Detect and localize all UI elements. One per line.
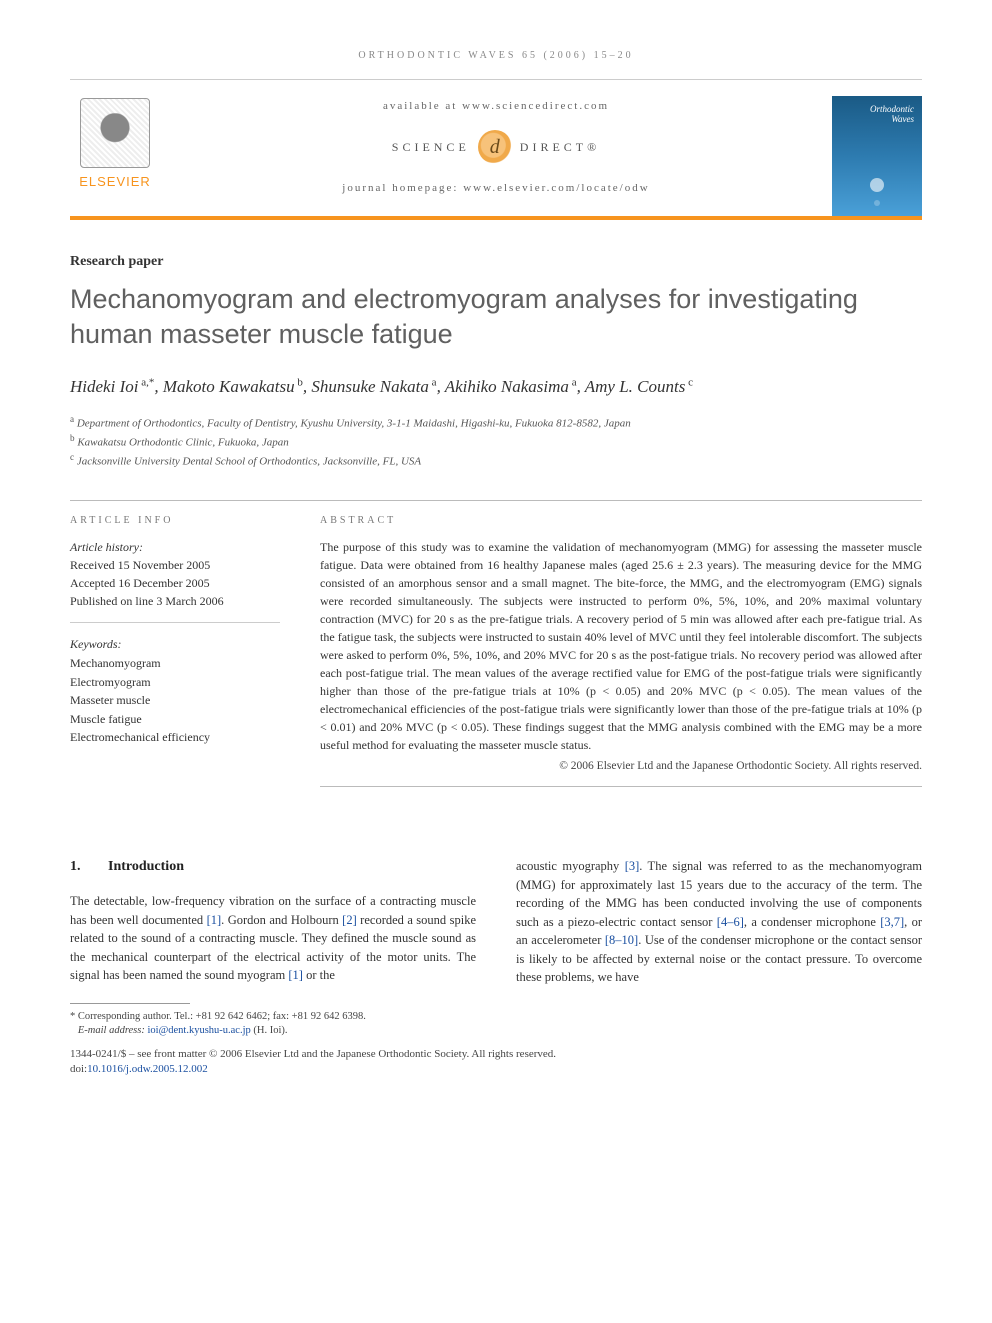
available-at: available at www.sciencedirect.com	[176, 100, 816, 112]
front-matter-line: 1344-0241/$ – see front matter © 2006 El…	[70, 1047, 922, 1062]
abstract-copyright: © 2006 Elsevier Ltd and the Japanese Ort…	[320, 760, 922, 772]
journal-homepage: journal homepage: www.elsevier.com/locat…	[176, 182, 816, 194]
history-published: Published on line 3 March 2006	[70, 592, 280, 610]
corresponding-line: * Corresponding author. Tel.: +81 92 642…	[70, 1010, 476, 1025]
elsevier-logo: ELSEVIER	[70, 94, 160, 189]
ref-link[interactable]: [8–10]	[605, 933, 638, 947]
article-info-column: ARTICLE INFO Article history: Received 1…	[70, 500, 280, 787]
body-col-left: 1.Introduction The detectable, low-frequ…	[70, 857, 476, 1039]
sd-left-text: SCIENCE	[392, 140, 470, 155]
abstract-rule	[320, 786, 922, 787]
ref-link[interactable]: [3,7]	[880, 915, 904, 929]
keyword-item: Electromyogram	[70, 673, 280, 692]
ref-link[interactable]: [4–6]	[717, 915, 744, 929]
history-label: Article history:	[70, 538, 280, 556]
abstract-column: ABSTRACT The purpose of this study was t…	[320, 500, 922, 787]
email-line: E-mail address: ioi@dent.kyushu-u.ac.jp …	[70, 1024, 476, 1039]
keyword-item: Masseter muscle	[70, 691, 280, 710]
keyword-item: Mechanomyogram	[70, 654, 280, 673]
abstract-head: ABSTRACT	[320, 515, 922, 526]
keywords-block: Keywords: MechanomyogramElectromyogramMa…	[70, 635, 280, 747]
keywords-label: Keywords:	[70, 635, 280, 654]
body-col-right: acoustic myography [3]. The signal was r…	[516, 857, 922, 1039]
section-1-title: Introduction	[108, 859, 184, 874]
journal-cover-thumb: Orthodontic Waves	[832, 96, 922, 216]
page-footer: 1344-0241/$ – see front matter © 2006 El…	[70, 1047, 922, 1078]
paper-page: ORTHODONTIC WAVES 65 (2006) 15–20 ELSEVI…	[0, 0, 992, 1118]
article-history: Article history: Received 15 November 20…	[70, 538, 280, 623]
abstract-text: The purpose of this study was to examine…	[320, 538, 922, 754]
article-info-head: ARTICLE INFO	[70, 515, 280, 526]
info-abstract-row: ARTICLE INFO Article history: Received 1…	[70, 500, 922, 787]
email-label: E-mail address:	[78, 1025, 145, 1036]
history-accepted: Accepted 16 December 2005	[70, 574, 280, 592]
keyword-item: Muscle fatigue	[70, 710, 280, 729]
corresponding-footnote: * Corresponding author. Tel.: +81 92 642…	[70, 1010, 476, 1039]
section-1-para-right: acoustic myography [3]. The signal was r…	[516, 857, 922, 987]
sciencedirect-logo: SCIENCE DIRECT®	[392, 130, 600, 164]
elsevier-tree-icon	[80, 98, 150, 168]
history-received: Received 15 November 2005	[70, 556, 280, 574]
authors-list: Hideki Ioi a,*, Makoto Kawakatsu b, Shun…	[70, 375, 922, 399]
header-center: available at www.sciencedirect.com SCIEN…	[176, 94, 816, 204]
running-head: ORTHODONTIC WAVES 65 (2006) 15–20	[70, 50, 922, 61]
email-link[interactable]: ioi@dent.kyushu-u.ac.jp	[147, 1025, 250, 1036]
article-title: Mechanomyogram and electromyogram analys…	[70, 282, 922, 351]
doi-link[interactable]: 10.1016/j.odw.2005.12.002	[87, 1063, 208, 1075]
cover-title: Orthodontic Waves	[832, 104, 914, 124]
email-paren: (H. Ioi).	[253, 1025, 287, 1036]
affiliations: a Department of Orthodontics, Faculty of…	[70, 413, 922, 470]
ref-link[interactable]: [3]	[625, 859, 640, 873]
ref-link[interactable]: [1]	[207, 913, 222, 927]
body-columns: 1.Introduction The detectable, low-frequ…	[70, 857, 922, 1039]
elsevier-wordmark: ELSEVIER	[79, 174, 151, 189]
article-type: Research paper	[70, 254, 922, 270]
ref-link[interactable]: [2]	[342, 913, 357, 927]
keyword-item: Electromechanical efficiency	[70, 728, 280, 747]
section-1-head: 1.Introduction	[70, 857, 476, 878]
sd-swirl-icon	[478, 130, 512, 164]
doi-label: doi:	[70, 1063, 87, 1075]
sd-right-text: DIRECT®	[520, 140, 600, 155]
footnote-rule	[70, 1003, 190, 1004]
doi-line: doi:10.1016/j.odw.2005.12.002	[70, 1062, 922, 1077]
journal-header: ELSEVIER available at www.sciencedirect.…	[70, 79, 922, 220]
ref-link[interactable]: [1]	[288, 968, 303, 982]
section-1-para-left: The detectable, low-frequency vibration …	[70, 892, 476, 985]
section-1-num: 1.	[70, 857, 108, 878]
